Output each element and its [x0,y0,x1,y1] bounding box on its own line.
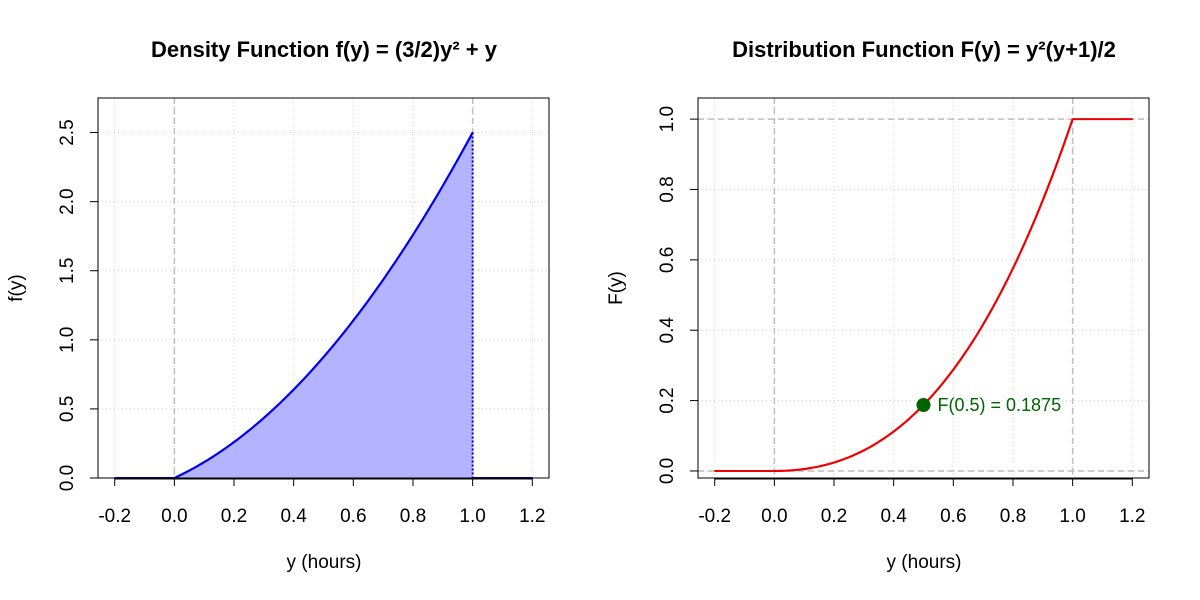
density-data-point [442,184,444,187]
density-title: Density Function f(y) = (3/2)y² + y [151,37,498,62]
distribution-data-point [773,470,776,472]
density-data-point [322,356,325,358]
distribution-data-point [863,449,865,452]
distribution-y-tick-label: 0.8 [657,176,678,202]
density-x-axis-label: y (hours) [287,552,362,573]
distribution-x-tick-label: 0.8 [1000,506,1026,527]
distribution-x-axis-label: y (hours) [887,552,962,573]
density-x-tick-label: 1.0 [459,506,485,527]
distribution-x-tick-label: -0.2 [698,506,731,527]
density-data-point [382,278,384,281]
distribution-y-axis-label: F(y) [606,271,627,305]
density-data-point [412,234,414,236]
density-x-tick-label: 0.8 [400,506,426,527]
density-y-tick-label: 1.0 [57,327,78,353]
density-data-point [233,441,235,443]
density-y-tick-label: 1.5 [57,258,78,284]
distribution-x-tick-label: 1.2 [1119,506,1145,527]
density-data-point [471,131,474,134]
distribution-data-point [1042,199,1044,202]
density-marks [113,131,534,479]
distribution-data-point [713,470,716,472]
density-y-tick-label: 0.0 [57,465,78,491]
density-area-fill [174,132,473,478]
density-y-axis-label: f(y) [6,274,27,301]
distribution-curve [774,118,1074,473]
distribution-x-tick-label: 0.4 [880,506,907,527]
density-x-tick-label: 0.2 [221,506,247,527]
density-x-tick-label: 0.0 [161,506,187,527]
distribution-x-tick-label: 0.2 [821,506,847,527]
density-axes: -0.2 0.0 0.2 0.4 0.6 0.8 1.0 1.2 0.0 0.5 1.0 1.5 2.0… [57,97,550,527]
density-data-point [263,417,265,419]
distribution-data-point [892,430,895,433]
density-data-point [352,319,355,322]
distribution-data-point [952,368,955,371]
distribution-axes: -0.2 0.0 0.2 0.4 0.6 0.8 1.0 1.2 0.0 0.2 0.4 0.6 0.8… [657,97,1150,527]
distribution-x-tick-label: 0.0 [761,506,787,527]
distribution-data-point [982,323,984,326]
distribution-y-tick-label: 0.0 [657,458,678,484]
distribution-y-tick-label: 0.6 [657,247,678,273]
distribution-data-point [833,461,835,464]
density-x-tick-label: -0.2 [98,506,131,527]
distribution-plot-box [697,97,1150,479]
distribution-data-point [1131,118,1134,120]
distribution-data-point [1071,118,1074,120]
density-y-tick-label: 2.5 [57,119,78,145]
annotation-label: F(0.5) = 0.1875 [938,395,1062,415]
density-panel: Density Function f(y) = (3/2)y² + y y (h… [6,37,550,573]
density-x-tick-label: 0.6 [340,506,366,527]
distribution-y-tick-label: 1.0 [657,106,678,132]
distribution-y-tick-label: 0.4 [657,317,678,344]
density-y-tick-label: 0.5 [57,396,78,422]
distribution-title: Distribution Function F(y) = y²(y+1)/2 [732,37,1116,62]
density-y-tick-label: 2.0 [57,188,78,214]
distribution-x-tick-label: 1.0 [1059,506,1085,527]
density-x-tick-label: 0.4 [280,506,307,527]
density-plot-box [97,97,550,479]
distribution-panel: Distribution Function F(y) = y²(y+1)/2 y… [606,37,1150,573]
density-data-point [292,388,295,391]
distribution-grid [698,98,1149,478]
distribution-data-point [803,468,805,470]
distribution-y-tick-label: 0.2 [657,387,678,413]
distribution-marks: F(0.5) = 0.1875 [713,118,1134,473]
density-data-point [203,461,205,463]
annotation-point [916,397,931,412]
distribution-data-point [1012,267,1014,270]
density-x-tick-label: 1.2 [519,506,545,527]
distribution-x-tick-label: 0.6 [940,506,966,527]
